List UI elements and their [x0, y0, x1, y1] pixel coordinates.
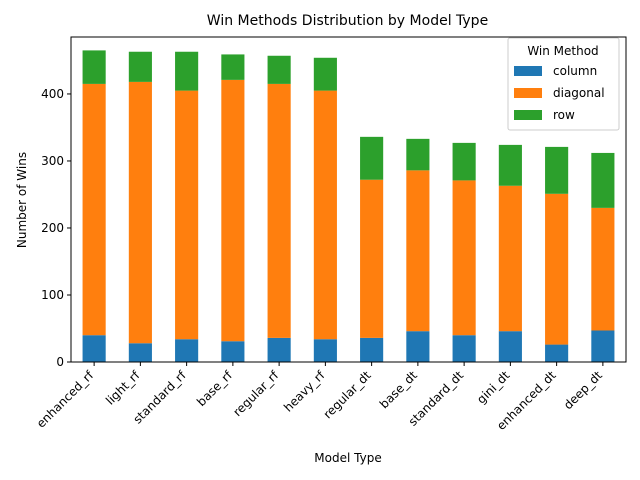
bar-column-deep_dt: [591, 330, 615, 362]
bar-diagonal-standard_dt: [452, 180, 476, 336]
bar-diagonal-enhanced_rf: [82, 83, 106, 336]
legend-swatch-diagonal: [514, 88, 542, 98]
x-tick-label-base_rf: base_rf: [194, 368, 235, 409]
x-tick-label-light_rf: light_rf: [103, 368, 143, 408]
bar-diagonal-gini_dt: [498, 185, 522, 332]
bar-column-light_rf: [128, 343, 152, 362]
x-tick-label-gini_dt: gini_dt: [474, 368, 513, 407]
legend-swatch-row: [514, 110, 542, 120]
bar-diagonal-deep_dt: [591, 207, 615, 331]
bar-row-base_dt: [406, 138, 430, 171]
bar-diagonal-base_dt: [406, 170, 430, 332]
chart-title: Win Methods Distribution by Model Type: [207, 13, 488, 29]
bar-row-gini_dt: [498, 144, 522, 186]
y-tick-label: 200: [41, 221, 64, 235]
legend-swatch-column: [514, 66, 542, 76]
bar-diagonal-light_rf: [128, 81, 152, 344]
bar-column-gini_dt: [498, 331, 522, 362]
bar-column-base_rf: [221, 341, 245, 362]
bar-row-enhanced_dt: [545, 146, 569, 194]
legend-label-column: column: [553, 64, 597, 78]
bar-column-base_dt: [406, 331, 430, 362]
bar-diagonal-base_rf: [221, 79, 245, 342]
bar-row-deep_dt: [591, 152, 615, 208]
legend-title: Win Method: [527, 44, 598, 58]
legend-items: column diagonal row: [514, 64, 605, 122]
y-tick-label: 100: [41, 288, 64, 302]
bar-diagonal-regular_rf: [267, 83, 291, 338]
bar-row-standard_dt: [452, 142, 476, 181]
x-tick-label-regular_dt: regular_dt: [321, 368, 374, 421]
bar-diagonal-heavy_rf: [313, 90, 337, 340]
bar-row-regular_rf: [267, 55, 291, 84]
legend-label-diagonal: diagonal: [553, 86, 605, 100]
bar-row-standard_rf: [175, 51, 199, 91]
x-tick-label-deep_dt: deep_dt: [561, 368, 605, 412]
plot-area-frame: [70, 36, 627, 363]
bar-row-base_rf: [221, 54, 245, 80]
x-tick-label-enhanced_rf: enhanced_rf: [34, 368, 97, 431]
legend-box: [507, 37, 620, 131]
bar-row-enhanced_rf: [82, 50, 106, 84]
x-tick-label-heavy_rf: heavy_rf: [281, 368, 328, 415]
bar-column-enhanced_rf: [82, 335, 106, 362]
bar-diagonal-enhanced_dt: [545, 193, 569, 345]
bar-column-standard_rf: [175, 339, 199, 362]
bar-column-heavy_rf: [313, 339, 337, 362]
bars: [82, 50, 615, 362]
bar-column-standard_dt: [452, 335, 476, 362]
x-axis-label: Model Type: [314, 451, 381, 465]
bar-column-enhanced_dt: [545, 344, 569, 362]
bar-diagonal-standard_rf: [175, 90, 199, 340]
x-tick-label-regular_rf: regular_rf: [230, 368, 281, 419]
y-tick-label: 400: [41, 87, 64, 101]
y-axis: 0 100 200 300 400: [41, 87, 71, 369]
y-tick-label: 0: [56, 355, 64, 369]
bar-column-regular_rf: [267, 337, 291, 362]
bar-row-heavy_rf: [313, 57, 337, 91]
y-axis-label: Number of Wins: [15, 152, 29, 248]
y-tick-label: 300: [41, 154, 64, 168]
bar-row-light_rf: [128, 51, 152, 82]
x-tick-label-base_dt: base_dt: [377, 368, 420, 411]
bar-column-regular_dt: [360, 337, 384, 362]
bar-diagonal-regular_dt: [360, 179, 384, 338]
bar-row-regular_dt: [360, 136, 384, 180]
legend: Win Method column diagonal row: [507, 37, 620, 131]
legend-label-row: row: [553, 108, 575, 122]
